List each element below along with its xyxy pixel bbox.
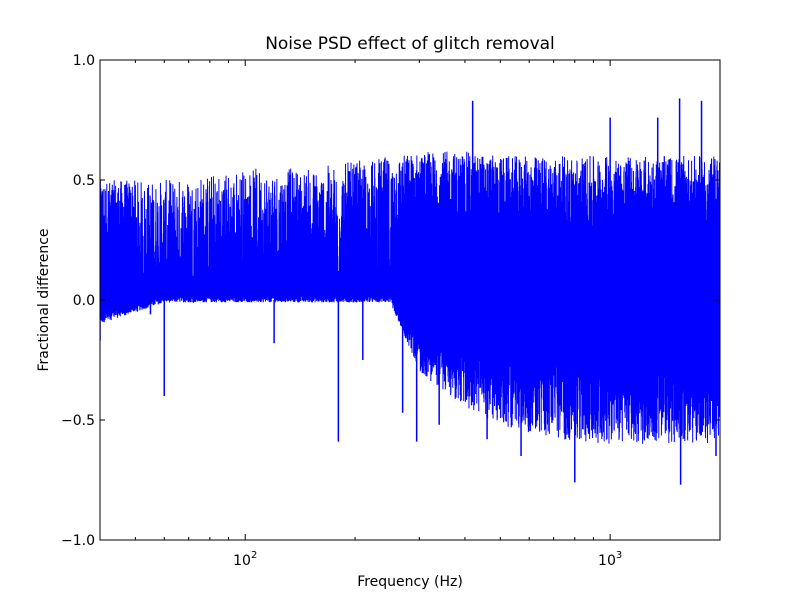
y-tick-label: 0.0: [73, 293, 95, 309]
x-tick-label-exponent: 2: [251, 550, 257, 561]
series-line: [100, 151, 720, 444]
plot-area: [100, 98, 720, 485]
y-tick-label: 0.5: [73, 173, 95, 189]
x-tick-label-base: 10: [233, 553, 251, 569]
y-tick-label: −0.5: [61, 413, 95, 429]
x-tick-label: 103: [598, 550, 622, 569]
x-tick-label-exponent: 3: [616, 550, 622, 561]
x-tick-label: 102: [233, 550, 257, 569]
y-tick-label: −1.0: [61, 533, 95, 549]
x-tick-label-base: 10: [598, 553, 616, 569]
y-tick-label: 1.0: [73, 53, 95, 69]
chart-title: Noise PSD effect of glitch removal: [265, 34, 555, 54]
x-axis-label: Frequency (Hz): [357, 574, 463, 590]
y-axis-label: Fractional difference: [36, 228, 52, 371]
